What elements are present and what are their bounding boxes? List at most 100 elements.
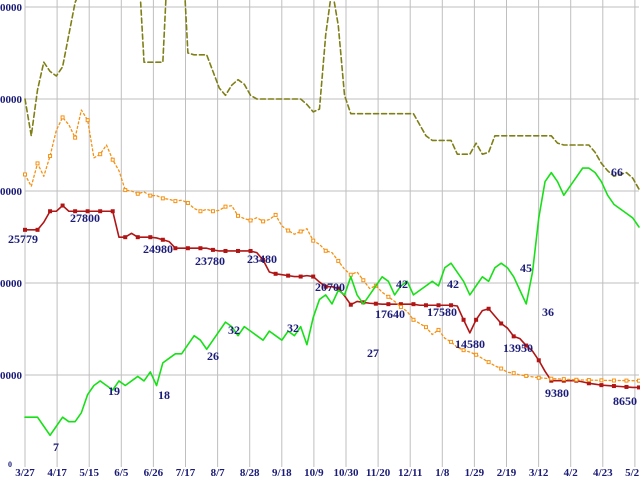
series-marker bbox=[273, 212, 278, 217]
series-marker bbox=[511, 334, 516, 339]
series-marker bbox=[524, 343, 529, 348]
data-point-label-green: 66 bbox=[611, 165, 623, 179]
series-marker bbox=[336, 258, 341, 263]
series-marker bbox=[486, 360, 491, 365]
series-marker bbox=[599, 378, 604, 383]
series-marker bbox=[123, 235, 128, 240]
data-point-label-green: 36 bbox=[542, 305, 554, 319]
series-marker bbox=[323, 284, 328, 289]
series-marker bbox=[449, 303, 454, 308]
series-marker bbox=[599, 383, 604, 388]
data-point-label-red: 17640 bbox=[375, 307, 405, 321]
data-point-label-green: 32 bbox=[287, 321, 299, 335]
y-axis-labels: 10000 20000 30000 40000 50000 0 bbox=[0, 2, 23, 469]
data-point-label-red: 25779 bbox=[8, 232, 38, 246]
series-marker bbox=[60, 115, 65, 120]
series-marker bbox=[436, 327, 441, 332]
data-point-label-green: 27 bbox=[367, 346, 379, 360]
data-point-label-red: 24980 bbox=[143, 242, 173, 256]
data-point-label-green: 26 bbox=[207, 349, 219, 363]
data-point-label-red: 13950 bbox=[503, 341, 533, 355]
series-marker bbox=[461, 317, 466, 322]
series-marker bbox=[173, 246, 178, 251]
series-marker bbox=[511, 371, 516, 376]
series-marker bbox=[461, 348, 466, 353]
series-marker bbox=[160, 237, 165, 242]
series-marker bbox=[536, 358, 541, 363]
y-tick-label: 20000 bbox=[0, 278, 23, 290]
series-marker bbox=[198, 209, 203, 214]
series-marker bbox=[574, 377, 579, 382]
series-marker bbox=[348, 302, 353, 307]
x-tick-label: 6/26 bbox=[144, 467, 164, 479]
series-marker bbox=[48, 209, 53, 214]
x-tick-label: 4/17 bbox=[47, 467, 67, 479]
series-line-red-solid-markers bbox=[24, 204, 640, 389]
x-tick-label: 9/18 bbox=[272, 467, 292, 479]
series-line-green-solid bbox=[24, 167, 640, 437]
series-marker bbox=[236, 248, 241, 253]
series-marker bbox=[110, 157, 115, 162]
series-marker bbox=[311, 238, 316, 243]
x-tick-label: 8/7 bbox=[211, 467, 226, 479]
series-marker bbox=[98, 152, 103, 157]
series-marker bbox=[611, 384, 616, 389]
series-marker bbox=[586, 381, 591, 386]
series-line-orange-dotted-markers bbox=[24, 109, 640, 382]
series-marker bbox=[185, 246, 190, 251]
series-marker bbox=[373, 301, 378, 306]
x-tick-label: 6/5 bbox=[114, 467, 129, 479]
series-marker bbox=[586, 378, 591, 383]
series-marker bbox=[474, 352, 479, 357]
data-point-label-green: 32 bbox=[228, 323, 240, 337]
series-marker bbox=[286, 273, 291, 278]
series-marker bbox=[248, 248, 253, 253]
series-marker bbox=[298, 229, 303, 234]
series-marker bbox=[110, 209, 115, 214]
series-marker bbox=[637, 378, 640, 383]
series-marker bbox=[286, 228, 291, 233]
x-axis-labels: 3/27 4/17 5/15 6/5 6/26 7/17 8/7 8/28 9/18 10/9 10… bbox=[15, 467, 640, 479]
series-marker bbox=[499, 366, 504, 371]
series-marker bbox=[298, 274, 303, 279]
x-tick-label: 5/15 bbox=[79, 467, 99, 479]
data-point-label-red: 23780 bbox=[195, 254, 225, 268]
series-marker bbox=[423, 303, 428, 308]
series-marker bbox=[323, 248, 328, 253]
series-marker bbox=[23, 172, 27, 177]
series-marker bbox=[499, 321, 504, 326]
data-point-label-green: 42 bbox=[447, 277, 459, 291]
x-tick-label: 1/8 bbox=[435, 467, 450, 479]
series-marker bbox=[411, 317, 416, 322]
series-marker bbox=[624, 384, 629, 389]
series-marker bbox=[348, 272, 353, 277]
series-marker bbox=[135, 191, 140, 196]
data-point-label-green: 45 bbox=[520, 261, 532, 275]
x-tick-label: 4/23 bbox=[593, 467, 613, 479]
series-marker bbox=[449, 339, 454, 344]
series-marker bbox=[386, 302, 391, 307]
series-marker bbox=[123, 188, 128, 193]
series-marker bbox=[98, 209, 103, 214]
x-tick-label: 12/11 bbox=[398, 467, 422, 479]
series-marker bbox=[624, 378, 629, 383]
series-marker bbox=[210, 209, 215, 214]
series-marker bbox=[73, 209, 78, 214]
x-tick-label: 10/30 bbox=[333, 467, 359, 479]
series-marker bbox=[486, 306, 491, 311]
series-marker bbox=[35, 161, 40, 166]
series-marker bbox=[311, 274, 316, 279]
data-point-label-green: 19 bbox=[108, 384, 120, 398]
data-point-label-green: 7 bbox=[53, 440, 59, 454]
series-marker bbox=[611, 378, 616, 383]
data-point-label-red: 9380 bbox=[545, 386, 569, 400]
y-tick-label: 50000 bbox=[0, 2, 23, 14]
y-tick-label: 40000 bbox=[0, 94, 23, 106]
series-marker bbox=[35, 227, 40, 232]
series-marker bbox=[273, 271, 278, 276]
data-point-label-red: 27800 bbox=[70, 211, 100, 225]
series-marker bbox=[261, 219, 266, 224]
series-marker bbox=[160, 196, 165, 201]
